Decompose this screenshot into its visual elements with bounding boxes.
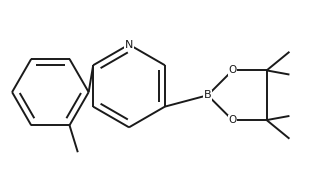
- Text: O: O: [228, 65, 237, 75]
- Text: O: O: [228, 115, 237, 125]
- Text: N: N: [125, 40, 133, 49]
- Text: B: B: [204, 90, 211, 100]
